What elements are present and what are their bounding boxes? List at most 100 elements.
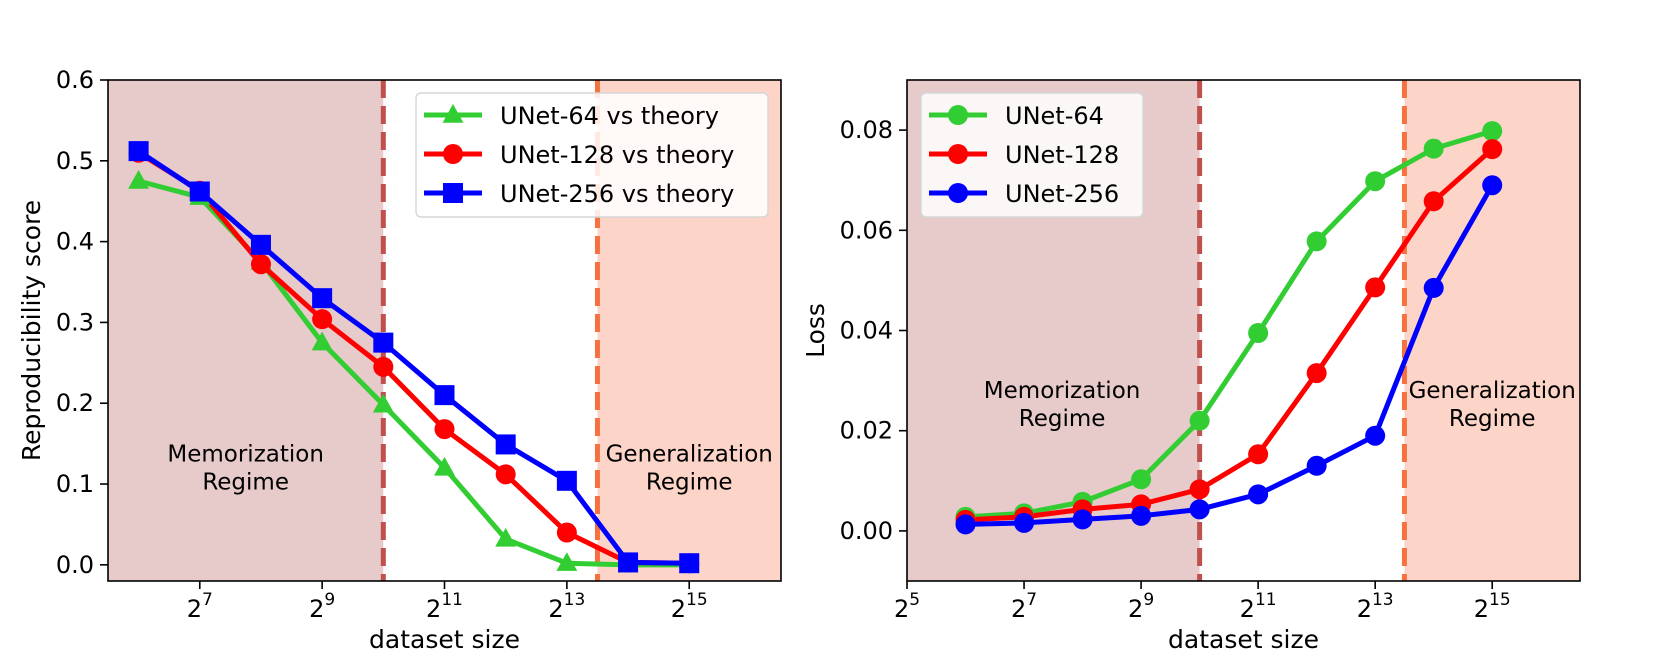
x-axis-label: dataset size xyxy=(1168,625,1319,651)
data-point-unet-64 xyxy=(1131,469,1152,490)
series-line-unet-256 xyxy=(965,183,1495,527)
data-point-unet-64-vs-theory xyxy=(556,552,578,571)
data-point-unet-128 xyxy=(1482,139,1503,160)
data-point-unet-64-vs-theory xyxy=(434,456,455,476)
data-point-unet-256-vs-theory xyxy=(434,385,455,406)
y-tick-label: 0.0 xyxy=(56,551,94,579)
chart-1: Memorization Regime Generalization Regime 0.… xyxy=(17,66,782,651)
x-tick-label: 213 xyxy=(1357,590,1394,623)
data-point-unet-256-vs-theory xyxy=(373,332,394,353)
data-point-unet-64 xyxy=(1306,231,1327,252)
data-point-unet-256 xyxy=(1423,277,1444,298)
legend-label-unet-256-vs-theory: UNet-256 vs theory xyxy=(500,180,734,208)
data-point-unet-128 xyxy=(1248,444,1269,465)
y-tick-label: 0.02 xyxy=(840,417,893,445)
legend-box xyxy=(920,92,1144,218)
chart-2: Memorization Regime Generalization Regime 0.… xyxy=(801,79,1581,651)
data-point-unet-256 xyxy=(955,514,976,535)
y-tick-label: 0.06 xyxy=(840,216,893,244)
data-point-unet-256-vs-theory xyxy=(128,141,149,162)
series-line-unet-256-vs-theory xyxy=(137,149,690,566)
x-axis-label: dataset size xyxy=(369,625,520,651)
legend-label-unet-128-vs-theory: UNet-128 vs theory xyxy=(500,141,734,169)
data-point-unet-128 xyxy=(1423,191,1444,212)
y-tick-label: 0.00 xyxy=(840,517,893,545)
x-tick-label: 211 xyxy=(426,590,463,623)
data-point-unet-256 xyxy=(1248,484,1269,505)
data-point-unet-256 xyxy=(1306,455,1327,476)
generalization-region-label: Generalization Regime xyxy=(1409,378,1576,432)
x-tick-label: 213 xyxy=(548,590,585,623)
legend-marker-unet-128-vs-theory xyxy=(443,144,463,164)
data-point-unet-64 xyxy=(1423,138,1444,159)
generalization-region xyxy=(1404,80,1580,581)
y-tick-label: 0.04 xyxy=(840,317,893,345)
legend: UNet-64 vs theory UNet-128 vs theory UNet-… xyxy=(415,92,769,218)
data-point-unet-256-vs-theory xyxy=(556,470,577,491)
data-point-unet-128 xyxy=(1365,277,1386,298)
x-tick-label: 215 xyxy=(671,590,708,623)
series-line-unet-128 xyxy=(965,147,1494,523)
legend-marker-unet-256-vs-theory xyxy=(443,183,463,203)
data-point-unet-128-vs-theory xyxy=(495,464,516,485)
memorization-region-label: Memorization Regime xyxy=(167,441,324,495)
data-point-unet-256 xyxy=(1482,175,1503,196)
y-axis-label: Reproducibility score xyxy=(17,200,46,461)
generalization-region-label: Generalization Regime xyxy=(606,441,773,495)
legend-marker-unet-128 xyxy=(948,144,968,164)
y-tick-label: 0.3 xyxy=(56,308,94,336)
data-point-unet-64-vs-theory xyxy=(495,527,517,547)
x-tick-label: 29 xyxy=(1128,590,1154,623)
x-tick-label: 27 xyxy=(1011,590,1037,623)
y-tick-label: 0.6 xyxy=(56,66,94,94)
legend: UNet-64 UNet-128 UNet-256 xyxy=(920,92,1144,218)
data-point-unet-64 xyxy=(1248,323,1269,344)
data-point-unet-128-vs-theory xyxy=(312,309,333,330)
x-tick-label: 211 xyxy=(1240,590,1277,623)
series-group xyxy=(965,128,1495,527)
y-tick-label: 0.5 xyxy=(56,147,94,175)
data-point-unet-256 xyxy=(1365,425,1386,446)
data-point-unet-64 xyxy=(1189,410,1210,431)
x-tick-label: 25 xyxy=(894,590,920,623)
y-tick-label: 0.1 xyxy=(56,470,94,498)
series-line-unet-128-vs-theory xyxy=(137,150,690,566)
series-line-unet-64 xyxy=(965,128,1493,520)
x-tick-label: 29 xyxy=(309,590,335,623)
memorization-region-label: Memorization Regime xyxy=(984,378,1141,432)
legend-label-unet-64: UNet-64 xyxy=(1005,102,1104,130)
data-point-unet-64-vs-theory xyxy=(372,393,394,413)
data-point-unet-256 xyxy=(1131,505,1152,526)
legend-marker-unet-64-vs-theory xyxy=(442,104,464,123)
data-point-unet-256-vs-theory xyxy=(250,234,271,255)
data-point-unet-64 xyxy=(1365,171,1386,192)
data-point-unet-64 xyxy=(1482,121,1503,142)
legend-marker-unet-64 xyxy=(948,105,968,125)
data-point-unet-256 xyxy=(1189,499,1210,520)
legend-box xyxy=(415,92,769,218)
data-point-unet-256 xyxy=(1014,512,1035,533)
data-point-unet-128-vs-theory xyxy=(434,419,455,440)
data-point-unet-256-vs-theory xyxy=(189,181,210,202)
series-group xyxy=(137,149,690,568)
y-tick-label: 0.08 xyxy=(840,116,893,144)
y-axis-label: Loss xyxy=(801,303,830,358)
data-point-unet-64-vs-theory xyxy=(311,331,333,351)
legend-label-unet-64-vs-theory: UNet-64 vs theory xyxy=(500,102,719,130)
data-point-unet-256-vs-theory xyxy=(495,434,516,455)
memorization-region xyxy=(108,80,384,581)
legend-label-unet-128: UNet-128 xyxy=(1005,141,1119,169)
data-point-unet-128-vs-theory xyxy=(250,254,271,275)
x-tick-label: 215 xyxy=(1474,590,1511,623)
legend-marker-unet-256 xyxy=(948,183,968,203)
data-point-unet-128-vs-theory xyxy=(373,356,394,377)
data-point-unet-128 xyxy=(1306,363,1327,384)
data-point-unet-256-vs-theory xyxy=(679,553,700,574)
data-point-unet-256-vs-theory xyxy=(312,288,333,309)
data-point-unet-128-vs-theory xyxy=(556,522,577,543)
x-tick-label: 27 xyxy=(187,590,213,623)
legend-label-unet-256: UNet-256 xyxy=(1005,180,1119,208)
data-point-unet-128 xyxy=(1189,479,1210,500)
data-point-unet-256 xyxy=(1072,509,1093,530)
